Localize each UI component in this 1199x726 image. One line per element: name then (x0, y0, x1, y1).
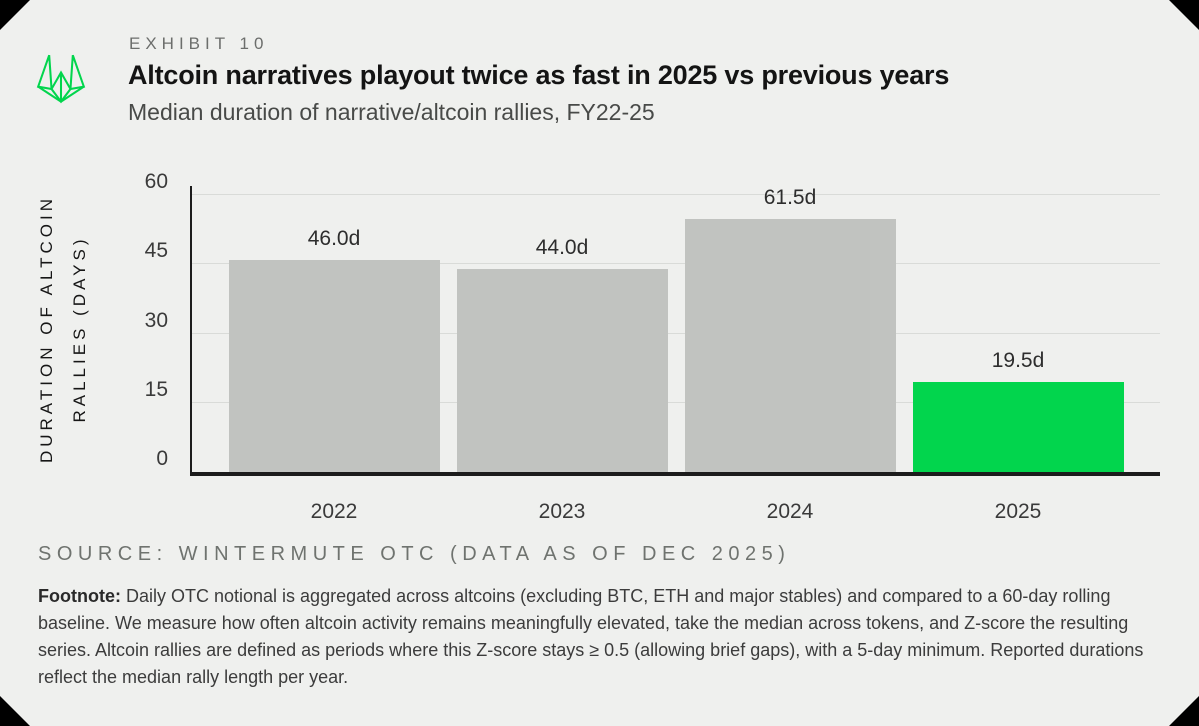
bar-value-label-2025: 19.5d (991, 349, 1045, 373)
chart-subtitle: Median duration of narrative/altcoin ral… (128, 99, 655, 125)
x-tick-2025: 2025 (994, 500, 1042, 523)
bar-cell-2025: 19.5d 2025 (912, 186, 1124, 523)
gridline-30 (192, 332, 1160, 334)
x-tick-2024: 2024 (766, 500, 814, 523)
gridline-15 (192, 401, 1160, 403)
bar-value-label-2022: 46.0d (307, 226, 361, 250)
exhibit-label: EXHIBIT 10 (129, 34, 269, 53)
y-tick-15: 15 (144, 377, 168, 401)
bar-chart-plot-area: 0 15 30 45 60 46.0d 2022 44.0d 2023 61.5d 2024 19.5… (145, 170, 1160, 523)
bar-2024 (684, 219, 896, 472)
gridline-60 (192, 194, 1160, 196)
footnote-text: Daily OTC notional is aggregated across … (38, 586, 1144, 687)
y-axis-label-line1: DURATION OF ALTCOIN (37, 194, 56, 464)
footnote: Footnote: Daily OTC notional is aggregat… (38, 583, 1163, 691)
source-line: SOURCE: WINTERMUTE OTC (DATA AS OF DEC 2… (38, 543, 791, 565)
wintermute-logo-icon (36, 54, 86, 104)
bar-cell-2022: 46.0d 2022 (228, 186, 440, 523)
gridline-45 (192, 263, 1160, 265)
bar-cell-2024: 61.5d 2024 (684, 186, 896, 523)
x-tick-2022: 2022 (310, 500, 358, 523)
bars-container: 46.0d 2022 44.0d 2023 61.5d 2024 19.5d 2025 (192, 186, 1160, 523)
y-tick-0: 0 (156, 447, 168, 470)
bar-2022 (228, 259, 440, 472)
bar-2025 (912, 382, 1124, 472)
bar-2023 (456, 269, 668, 472)
chart-title: Altcoin narratives playout twice as fast… (128, 60, 950, 90)
y-tick-45: 45 (144, 239, 168, 263)
y-tick-30: 30 (144, 308, 168, 332)
y-axis-label-line2: RALLIES (DAYS) (70, 235, 89, 423)
bar-value-label-2024: 61.5d (763, 186, 817, 209)
y-tick-60: 60 (144, 170, 168, 194)
x-tick-2023: 2023 (538, 500, 586, 523)
footnote-label: Footnote: (38, 586, 121, 606)
bar-value-label-2023: 44.0d (535, 236, 589, 260)
bar-cell-2023: 44.0d 2023 (456, 186, 668, 523)
